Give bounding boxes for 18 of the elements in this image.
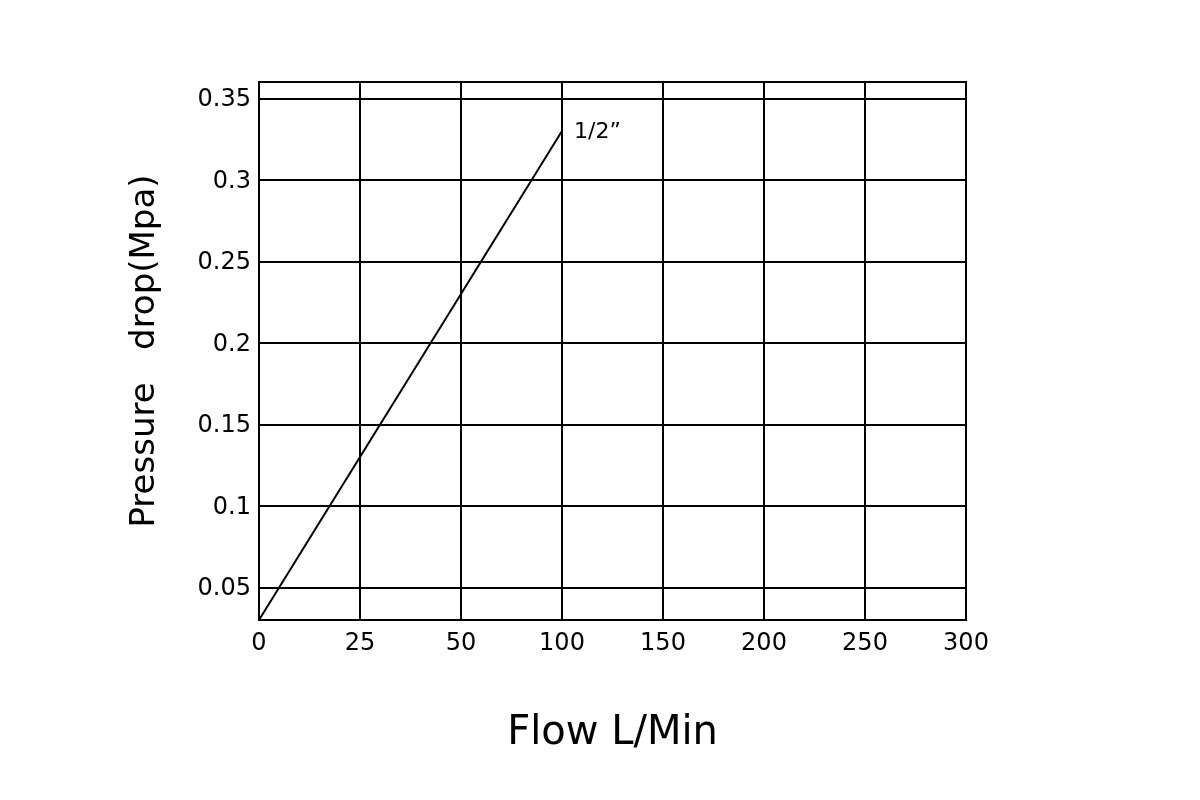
x-tick-label: 200 bbox=[741, 628, 787, 656]
y-axis-title: Pressure drop(Mpa) bbox=[122, 174, 162, 528]
x-tick-label: 0 bbox=[251, 628, 267, 656]
series-label: 1/2” bbox=[574, 118, 621, 144]
x-axis-title: Flow L/Min bbox=[507, 707, 718, 753]
y-tick-label: 0.35 bbox=[197, 84, 251, 113]
y-tick-label: 0.05 bbox=[197, 573, 251, 602]
y-tick-label: 0.25 bbox=[197, 247, 251, 276]
y-tick-label: 0.2 bbox=[212, 328, 251, 357]
x-tick-label: 300 bbox=[943, 628, 989, 656]
x-tick-label: 100 bbox=[539, 628, 585, 656]
x-tick-label: 150 bbox=[640, 628, 686, 656]
x-tick-label: 50 bbox=[445, 628, 477, 656]
x-tick-label: 250 bbox=[842, 628, 888, 656]
y-tick-label: 0.1 bbox=[212, 491, 251, 520]
x-tick-label: 25 bbox=[344, 628, 376, 656]
y-tick-label: 0.15 bbox=[197, 410, 251, 439]
y-tick-label: 0.3 bbox=[212, 165, 251, 194]
